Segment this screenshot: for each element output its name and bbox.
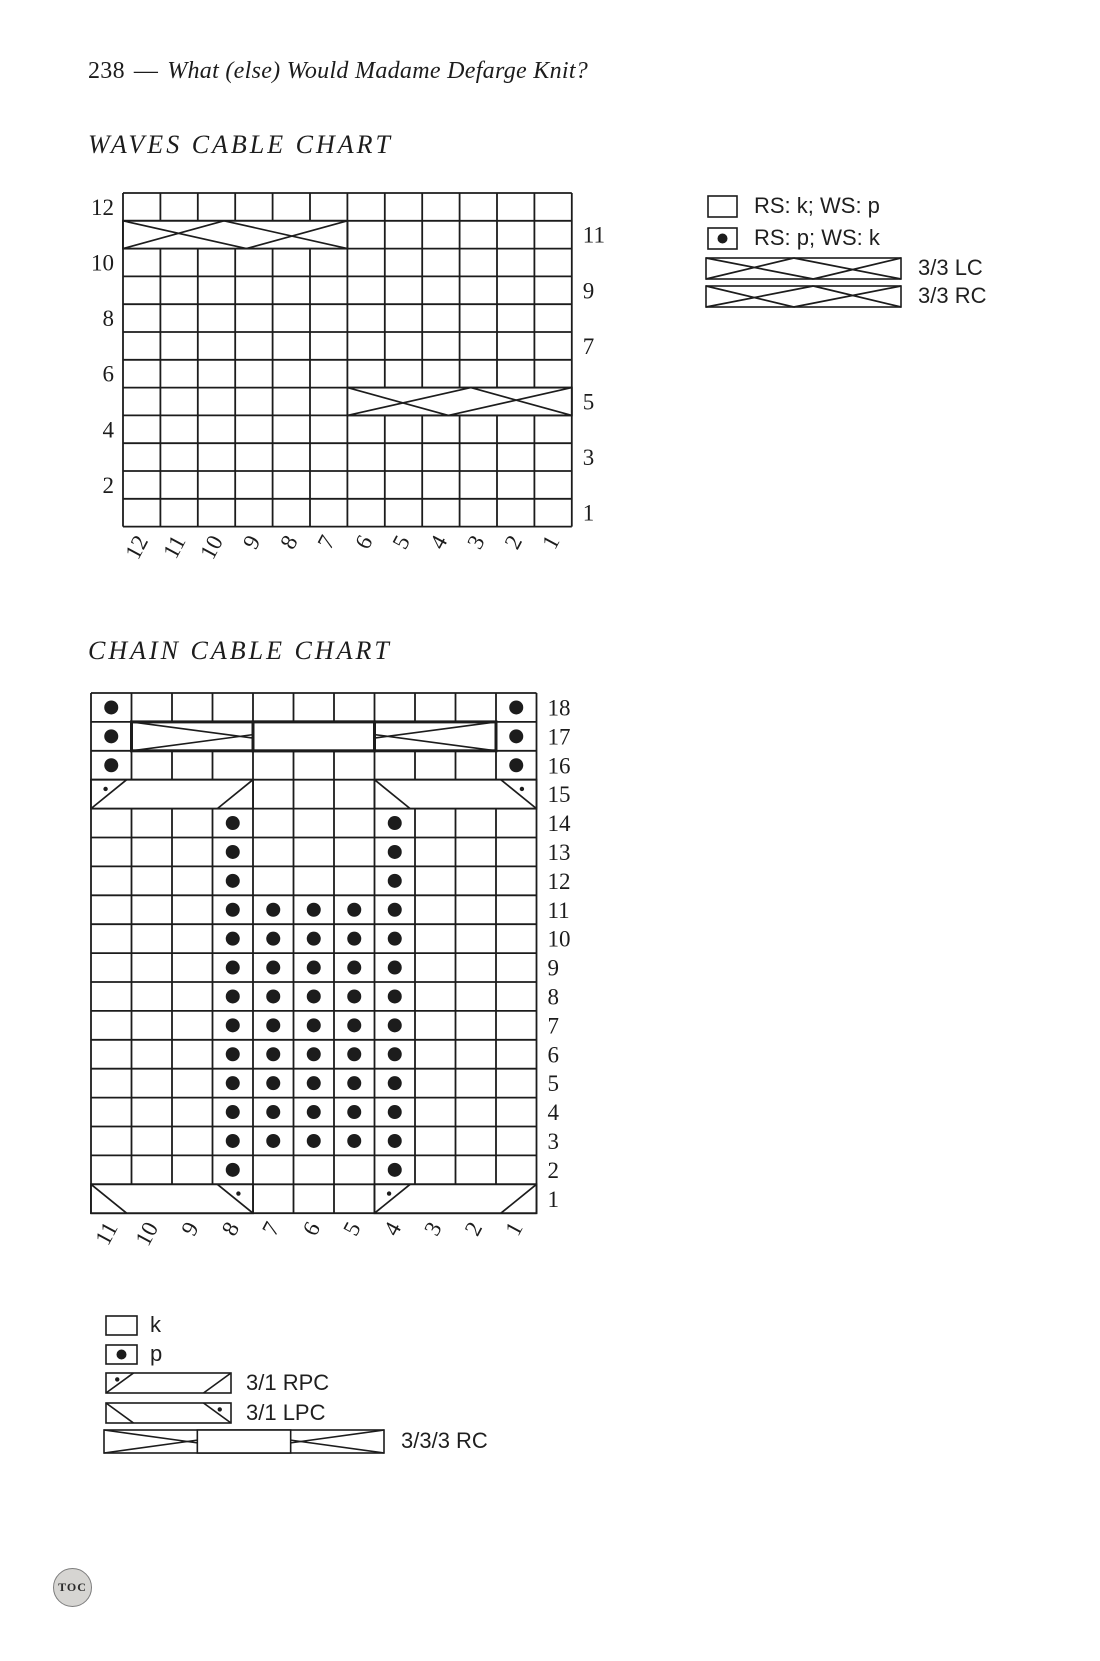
svg-text:16: 16 bbox=[548, 753, 571, 778]
svg-text:8: 8 bbox=[548, 984, 560, 1009]
svg-text:14: 14 bbox=[548, 811, 572, 836]
svg-text:2: 2 bbox=[500, 531, 527, 553]
cable-3-3-lc-icon bbox=[705, 256, 902, 280]
chain-chart-title: CHAIN CABLE CHART bbox=[88, 636, 392, 665]
cable-3-1-lpc-icon bbox=[105, 1402, 232, 1424]
svg-text:9: 9 bbox=[583, 278, 595, 303]
legend-label: p bbox=[150, 1341, 163, 1366]
svg-text:6: 6 bbox=[548, 1042, 560, 1067]
legend-label: 3/1 RPC bbox=[246, 1370, 330, 1395]
svg-text:6: 6 bbox=[103, 362, 115, 387]
svg-text:8: 8 bbox=[217, 1218, 244, 1240]
legend-label: 3/3 RC bbox=[918, 283, 987, 308]
svg-text:11: 11 bbox=[90, 1218, 122, 1249]
svg-text:18: 18 bbox=[548, 695, 571, 720]
waves-chart-title: WAVES CABLE CHART bbox=[88, 130, 393, 159]
toc-button[interactable]: TOC bbox=[53, 1568, 92, 1607]
svg-text:6: 6 bbox=[350, 531, 377, 553]
cable-3-1-rpc-icon bbox=[105, 1372, 232, 1394]
svg-text:2: 2 bbox=[103, 473, 115, 498]
knit-stitch-icon bbox=[707, 194, 738, 218]
svg-text:8: 8 bbox=[275, 531, 302, 553]
legend-item: k bbox=[105, 1312, 161, 1338]
legend-item: p bbox=[105, 1341, 162, 1367]
legend-item: 3/1 LPC bbox=[105, 1400, 326, 1426]
svg-text:3: 3 bbox=[462, 531, 489, 553]
purl-stitch-icon bbox=[707, 226, 738, 250]
svg-text:12: 12 bbox=[120, 531, 153, 563]
svg-text:7: 7 bbox=[548, 1013, 560, 1038]
svg-text:5: 5 bbox=[548, 1071, 560, 1096]
legend-item: 3/3 RC bbox=[705, 283, 986, 309]
legend-item: RS: k; WS: p bbox=[707, 193, 880, 219]
svg-text:3: 3 bbox=[419, 1218, 446, 1240]
legend-label: RS: p; WS: k bbox=[754, 225, 880, 250]
legend-label: 3/3/3 RC bbox=[401, 1428, 488, 1453]
header-dash: — bbox=[133, 58, 159, 84]
svg-text:7: 7 bbox=[257, 1218, 284, 1240]
legend-label: k bbox=[150, 1312, 161, 1337]
svg-text:10: 10 bbox=[548, 927, 571, 952]
svg-text:1: 1 bbox=[537, 531, 564, 553]
svg-text:10: 10 bbox=[195, 531, 228, 563]
svg-text:12: 12 bbox=[91, 195, 114, 220]
svg-text:2: 2 bbox=[548, 1158, 560, 1183]
svg-text:7: 7 bbox=[583, 334, 595, 359]
legend-label: 3/3 LC bbox=[918, 255, 983, 280]
svg-text:7: 7 bbox=[313, 531, 340, 553]
svg-text:11: 11 bbox=[158, 531, 190, 562]
svg-text:1: 1 bbox=[548, 1187, 560, 1212]
svg-text:5: 5 bbox=[338, 1218, 365, 1240]
svg-text:10: 10 bbox=[130, 1218, 163, 1250]
svg-text:4: 4 bbox=[103, 417, 115, 442]
svg-text:9: 9 bbox=[238, 531, 265, 553]
book-title: What (else) Would Madame Defarge Knit? bbox=[167, 58, 589, 84]
cable-3-3-3-rc-icon bbox=[103, 1428, 385, 1454]
page-header: 238 — What (else) Would Madame Defarge Kni… bbox=[88, 58, 588, 85]
svg-text:13: 13 bbox=[548, 840, 571, 865]
svg-text:4: 4 bbox=[548, 1100, 560, 1125]
legend-item: 3/3 LC bbox=[705, 255, 983, 281]
legend-item: 3/3/3 RC bbox=[103, 1428, 488, 1454]
svg-text:3: 3 bbox=[548, 1129, 560, 1154]
legend-item: 3/1 RPC bbox=[105, 1370, 329, 1396]
cable-3-3-rc-icon bbox=[705, 284, 902, 308]
legend-item: RS: p; WS: k bbox=[707, 225, 880, 251]
legend-label: 3/1 LPC bbox=[246, 1400, 326, 1425]
svg-text:11: 11 bbox=[583, 223, 605, 248]
svg-text:5: 5 bbox=[583, 390, 595, 415]
svg-text:9: 9 bbox=[548, 956, 560, 981]
svg-text:2: 2 bbox=[460, 1218, 487, 1240]
svg-text:4: 4 bbox=[425, 531, 453, 553]
svg-text:1: 1 bbox=[583, 501, 595, 526]
svg-text:11: 11 bbox=[548, 898, 570, 923]
svg-text:1: 1 bbox=[500, 1218, 527, 1240]
svg-text:17: 17 bbox=[548, 724, 571, 749]
knit-stitch-icon bbox=[105, 1314, 138, 1336]
page-number: 238 bbox=[88, 58, 125, 84]
svg-text:15: 15 bbox=[548, 782, 571, 807]
purl-stitch-icon bbox=[105, 1343, 138, 1365]
svg-text:8: 8 bbox=[103, 306, 115, 331]
svg-text:9: 9 bbox=[176, 1218, 203, 1240]
svg-text:6: 6 bbox=[298, 1218, 325, 1240]
svg-text:12: 12 bbox=[548, 869, 571, 894]
svg-text:4: 4 bbox=[379, 1217, 407, 1239]
svg-text:5: 5 bbox=[387, 531, 414, 553]
legend-label: RS: k; WS: p bbox=[754, 193, 880, 218]
svg-text:3: 3 bbox=[583, 445, 595, 470]
svg-text:10: 10 bbox=[91, 251, 114, 276]
